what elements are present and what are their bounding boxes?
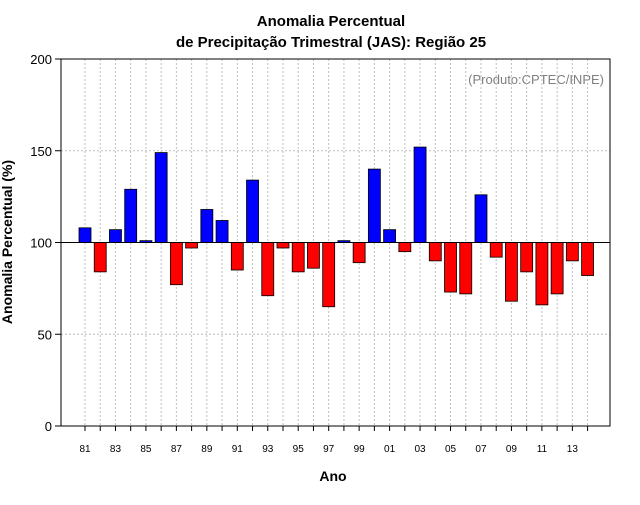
x-tick-label: 95 (293, 444, 305, 455)
bar-1982 (93, 242, 107, 273)
bar-2002 (398, 242, 412, 253)
x-tick-label: 01 (384, 444, 396, 455)
y-tick-label: 200 (30, 52, 52, 67)
watermark-text: (Produto:CPTEC/INPE) (468, 72, 604, 87)
bar-1994 (276, 242, 290, 249)
x-tick-label: 81 (79, 444, 91, 455)
bar-2000 (367, 168, 381, 243)
x-tick-label: 07 (475, 444, 487, 455)
x-tick-label: 13 (567, 444, 579, 455)
chart-title-line1: Anomalia Percentual (257, 13, 405, 30)
bar-1981 (78, 227, 92, 243)
bar-1997 (322, 242, 336, 308)
bar-2009 (505, 242, 518, 302)
bar-2014 (581, 242, 594, 276)
y-tick-label: 0 (45, 419, 52, 434)
chart-title-line2: de Precipitação Trimestral (JAS): Região… (176, 34, 486, 51)
bar-2005 (444, 242, 457, 293)
x-axis-label: Ano (319, 468, 346, 484)
bar-1999 (352, 242, 366, 264)
x-tick-label: 93 (262, 444, 274, 455)
bar-1995 (291, 242, 305, 273)
bar-1989 (200, 209, 214, 243)
bar-1996 (307, 242, 320, 269)
bar-2012 (550, 242, 564, 295)
bar-2003 (413, 146, 427, 243)
x-tick-label: 03 (414, 444, 426, 455)
x-tick-label: 11 (537, 444, 548, 455)
bar-1991 (230, 242, 244, 271)
bar-1992 (246, 179, 259, 243)
bar-1987 (169, 242, 183, 286)
bar-2007 (474, 194, 488, 243)
x-tick-label: 87 (171, 444, 183, 455)
y-tick-label: 50 (38, 327, 52, 342)
y-tick-label: 150 (30, 144, 52, 159)
bar-1993 (261, 242, 275, 297)
bar-2011 (535, 242, 549, 306)
x-tick-label: 89 (201, 444, 213, 455)
bar-1990 (215, 220, 229, 243)
bar-2008 (489, 242, 503, 258)
bar-1988 (185, 242, 199, 249)
bar-2001 (383, 229, 397, 243)
x-tick-label: 99 (354, 444, 366, 455)
bar-1984 (124, 188, 138, 243)
x-tick-label: 09 (506, 444, 518, 455)
x-tick-label: 85 (140, 444, 152, 455)
y-tick-label: 100 (30, 236, 52, 251)
x-tick-label: 83 (110, 444, 122, 455)
bar-2004 (428, 242, 442, 262)
plot-area: 0 50 100 150 200 81 83 85 87 89 91 93 95 97 99 01 03 05 07… (30, 52, 611, 455)
x-tick-label: 91 (232, 444, 244, 455)
bar-1983 (109, 229, 122, 243)
y-axis-label: Anomalia Percentual (%) (0, 160, 15, 324)
bar-2006 (459, 242, 473, 295)
bar-2010 (520, 242, 534, 273)
bar-1986 (154, 152, 168, 243)
x-tick-label: 05 (445, 444, 457, 455)
x-tick-label: 97 (323, 444, 335, 455)
bar-2013 (565, 242, 579, 262)
